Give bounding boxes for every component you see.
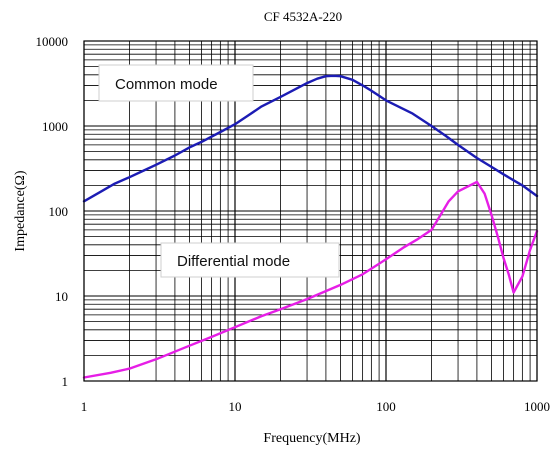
tick-labels: 1 10 100 1000 1 10 100 1000 10000 [36,34,551,414]
y-tick-label: 10 [55,289,68,304]
y-tick-label: 100 [49,204,69,219]
y-axis-label: Impedance(Ω) [13,170,28,251]
legend-common-mode: Common mode [98,64,254,102]
y-tick-label: 1000 [42,119,68,134]
series-lines [82,74,539,379]
legend-common-mode-box [98,64,254,102]
y-tick-label: 10000 [36,34,69,49]
x-axis-label: Frequency(MHz) [263,431,361,446]
legend-differential-mode-box [160,242,340,278]
y-tick-label: 1 [62,374,69,389]
x-tick-label: 100 [376,399,396,414]
chart-title: CF 4532A-220 [264,9,342,24]
series-line-differential-mode [82,180,539,379]
legend-differential-mode: Differential mode [160,242,340,278]
x-tick-label: 1 [81,399,88,414]
series-line-common-mode [82,74,539,203]
x-tick-label: 1000 [524,399,550,414]
x-tick-label: 10 [229,399,242,414]
legend-differential-mode-label: Differential mode [177,253,290,270]
legend-common-mode-label: Common mode [115,76,218,93]
plot-frame [83,40,538,382]
